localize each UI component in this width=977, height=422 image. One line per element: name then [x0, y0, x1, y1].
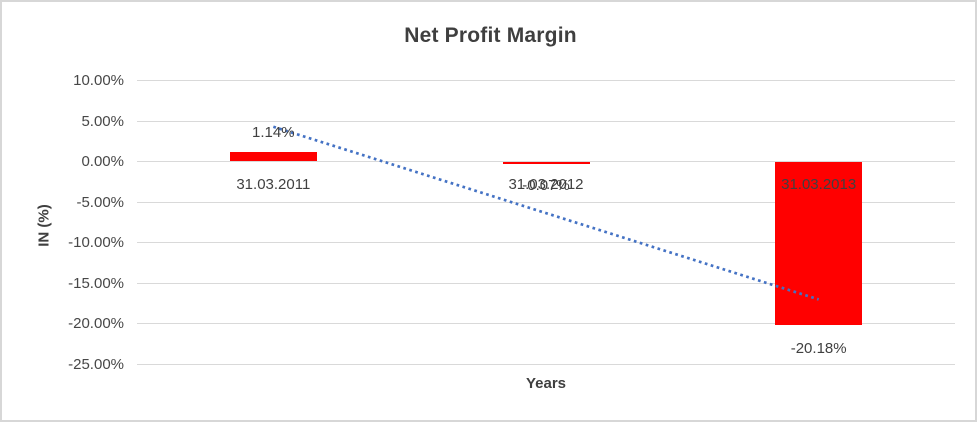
gridline [137, 323, 955, 324]
gridline [137, 282, 955, 284]
x-axis-title: Years [525, 375, 567, 392]
category-label: 31.03.2013 [781, 176, 857, 193]
gridline [137, 80, 955, 81]
category-label: 31.03.2012 [508, 176, 584, 193]
gridline [137, 120, 955, 122]
y-axis-tick-label: 10.00% [73, 72, 124, 89]
y-axis-tick-label: -15.00% [68, 274, 124, 292]
bar-series-point [775, 161, 863, 325]
data-label: -0.07% [522, 177, 570, 195]
category-label: 31.03.2011 [236, 176, 311, 193]
data-label: -20.18% [790, 339, 847, 357]
data-label: 1.14% [252, 123, 295, 141]
y-axis-tick-label: 5.00% [81, 112, 124, 130]
y-axis-tick-label: -25.00% [68, 355, 124, 373]
y-axis-tick-label: 0.00% [81, 153, 124, 170]
y-axis-tick-label: -10.00% [68, 234, 124, 251]
y-axis-tick-label: -5.00% [76, 193, 124, 211]
y-axis-tick-label: -20.00% [68, 315, 124, 332]
trendline [272, 125, 820, 301]
gridline [137, 363, 955, 365]
gridline [137, 201, 955, 203]
gridline [137, 242, 955, 243]
bar-series-point [502, 161, 590, 164]
chart-title: Net Profit Margin [404, 24, 577, 47]
bar-series-point [229, 152, 317, 162]
